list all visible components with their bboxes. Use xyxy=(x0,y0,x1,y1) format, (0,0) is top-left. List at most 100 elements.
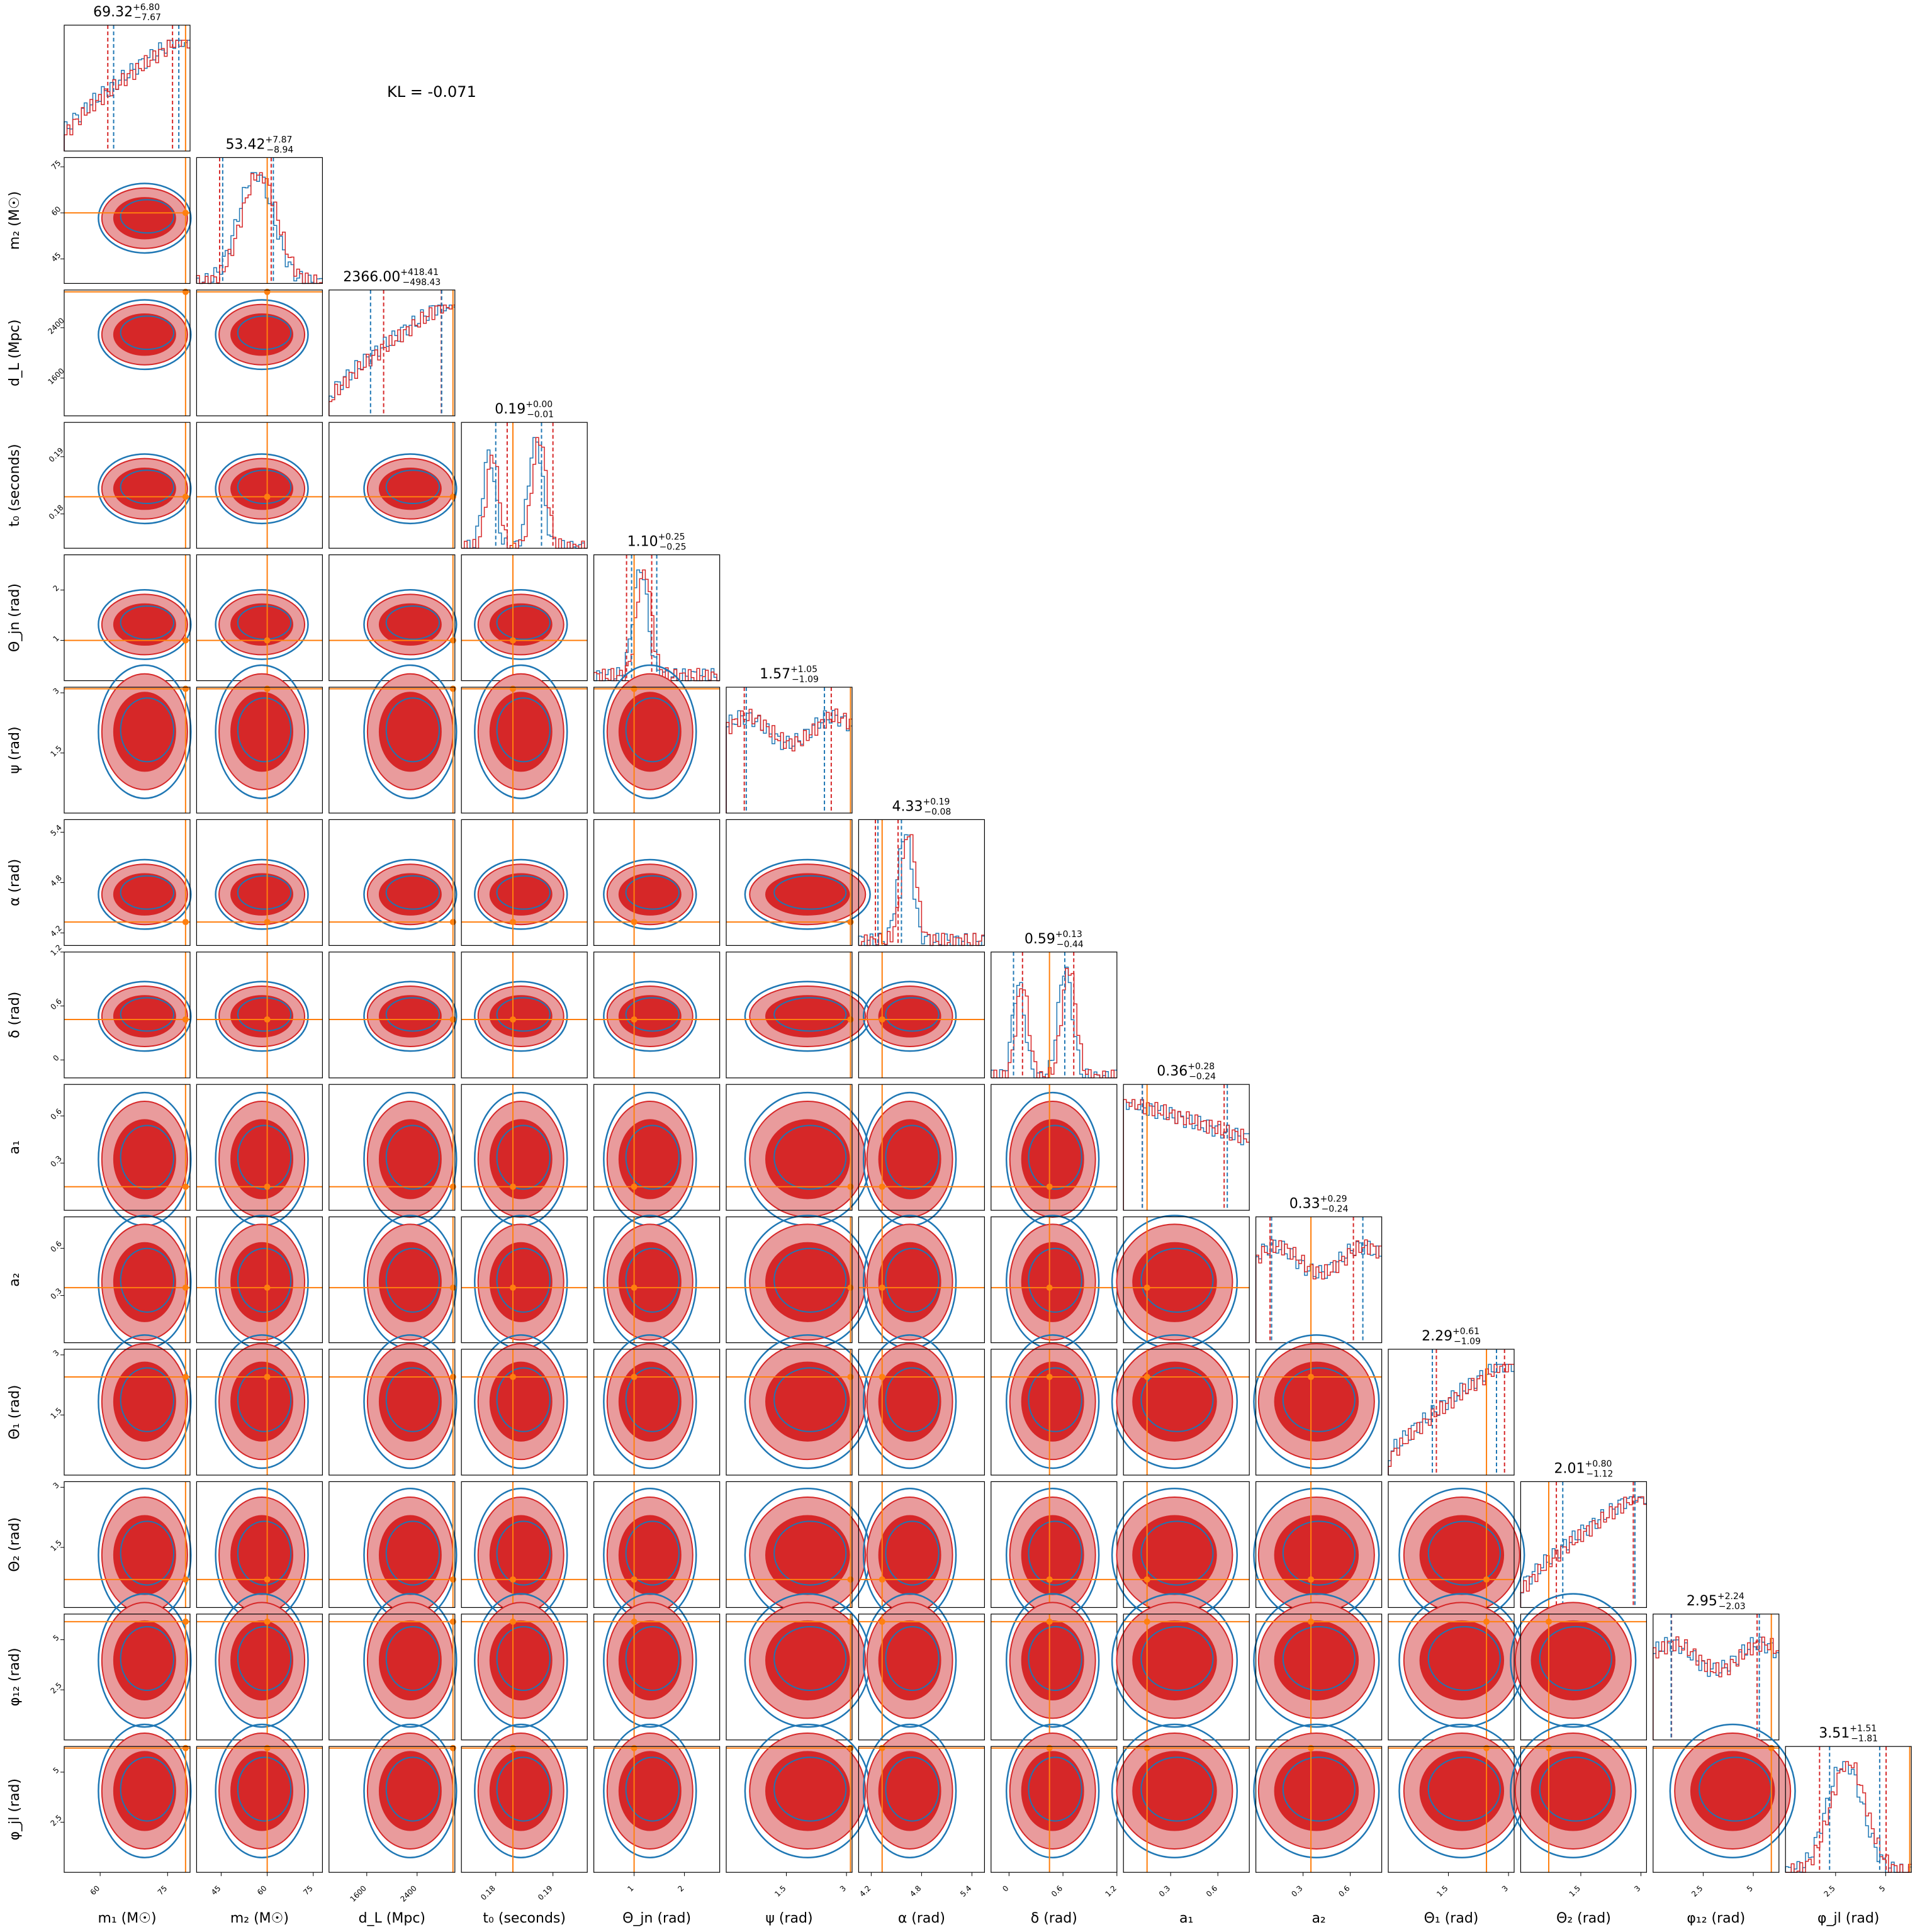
y-axis-label-theta2: Θ₂ (rad) xyxy=(7,1517,23,1572)
contour-red-inner xyxy=(231,1621,293,1700)
panel-dL-theta1 xyxy=(329,1335,457,1475)
contour-red-inner xyxy=(114,1751,176,1830)
contour-red-inner xyxy=(1022,1362,1084,1441)
panel-dL-dL xyxy=(329,290,455,416)
truth-point xyxy=(510,637,516,644)
panel-theta_jn-theta2 xyxy=(594,1481,720,1621)
contour-red-inner xyxy=(619,1243,681,1322)
contour-red-inner xyxy=(114,1515,176,1594)
y-tick-label-a2: 0.6 xyxy=(48,1239,63,1254)
panel-m2-a1 xyxy=(196,1084,322,1226)
y-axis-label-m2: m₂ (M☉) xyxy=(7,191,23,250)
contour-red-inner xyxy=(231,1243,293,1322)
panel-alpha-alpha xyxy=(858,819,984,945)
panel-t0-phi_jl xyxy=(461,1724,587,1876)
contour-red-inner xyxy=(490,1515,552,1594)
panel-delta-a2 xyxy=(991,1216,1117,1349)
hist-blue-m1 xyxy=(64,40,190,151)
panel-theta1-theta1 xyxy=(1388,1349,1514,1475)
truth-point xyxy=(631,686,637,692)
truth-point xyxy=(264,1745,271,1751)
x-tick-label-alpha: 4.8 xyxy=(908,1884,923,1898)
x-axis-label-psi: ψ (rad) xyxy=(765,1911,812,1926)
y-tick-label-dL: 2400 xyxy=(46,316,65,335)
contour-red-inner xyxy=(114,692,176,771)
hist-blue-dL xyxy=(329,305,455,416)
panel-delta-phi12 xyxy=(991,1594,1117,1740)
contour-red-inner xyxy=(1275,1515,1358,1594)
panel-a1-theta1 xyxy=(1112,1335,1249,1475)
panel-psi-alpha xyxy=(726,819,870,945)
panel-m1-a1 xyxy=(60,1084,191,1226)
panel-delta-a1 xyxy=(991,1084,1117,1226)
panel-m1-psi xyxy=(60,665,191,813)
x-axis-label-delta: δ (rad) xyxy=(1031,1911,1077,1926)
truth-point xyxy=(183,1016,189,1023)
contour-red-inner xyxy=(879,1243,941,1322)
truth-point xyxy=(510,1619,516,1625)
y-tick-label-t0: 0.19 xyxy=(47,446,65,464)
contour-red-inner xyxy=(231,692,293,771)
panel-t0-theta_jn xyxy=(461,555,587,681)
hist-title-t0: 0.19+0.00 −0.01 xyxy=(495,400,554,420)
contour-red-inner xyxy=(1133,1515,1216,1594)
y-tick-label-phi12: 5 xyxy=(52,1633,61,1643)
hist-title-alpha: 4.33+0.19 −0.08 xyxy=(892,797,952,817)
panel-psi-phi_jl xyxy=(726,1724,870,1876)
panel-phi12-phi_jl xyxy=(1653,1724,1795,1876)
panel-m1-phi_jl xyxy=(60,1724,191,1876)
panel-m2-delta xyxy=(196,952,322,1078)
y-axis-label-delta: δ (rad) xyxy=(7,992,23,1038)
contour-red-inner xyxy=(1275,1621,1358,1700)
x-axis-label-theta2: Θ₂ (rad) xyxy=(1556,1911,1611,1926)
y-tick-label-theta2: 3 xyxy=(52,1481,61,1490)
contour-red-inner xyxy=(1133,1621,1216,1700)
contour-red-inner xyxy=(379,1362,441,1441)
contour-red-inner xyxy=(231,1515,293,1594)
panel-m1-phi12 xyxy=(60,1594,191,1740)
y-tick-label-delta: 0.6 xyxy=(48,997,63,1011)
x-tick-label-m2: 75 xyxy=(301,1884,315,1897)
y-axis-label-alpha: α (rad) xyxy=(7,859,23,906)
panel-theta_jn-theta_jn xyxy=(594,555,720,681)
panel-delta-theta2 xyxy=(991,1481,1117,1621)
hist-title-phi_jl: 3.51+1.51 −1.81 xyxy=(1819,1724,1878,1744)
panel-dL-a1 xyxy=(329,1084,457,1226)
truth-point xyxy=(879,1016,885,1023)
x-tick-label-dL: 2400 xyxy=(398,1884,418,1903)
panel-theta_jn-phi_jl xyxy=(594,1724,720,1876)
contour-red-inner xyxy=(1022,1243,1084,1322)
panel-t0-alpha xyxy=(461,819,587,945)
panel-theta_jn-a2 xyxy=(594,1216,720,1349)
hist-red-delta xyxy=(991,969,1117,1078)
truth-point xyxy=(1546,1745,1552,1751)
panel-m2-m2 xyxy=(196,157,322,283)
panel-alpha-a1 xyxy=(858,1084,984,1226)
truth-point xyxy=(183,493,189,500)
panel-m2-theta2 xyxy=(196,1481,322,1621)
panel-frame xyxy=(64,25,190,151)
contour-red-inner xyxy=(231,1362,293,1441)
hist-title-m1: 69.32+6.80 −7.67 xyxy=(93,3,161,23)
panel-dL-a2 xyxy=(329,1216,457,1349)
truth-point xyxy=(631,1576,637,1583)
truth-point xyxy=(847,1745,853,1751)
panel-alpha-phi_jl xyxy=(858,1724,984,1876)
panel-a2-phi_jl xyxy=(1254,1724,1381,1876)
contour-red-inner xyxy=(619,1621,681,1700)
contour-red-inner xyxy=(1532,1751,1615,1830)
contour-red-inner xyxy=(879,1621,941,1700)
panel-theta_jn-theta1 xyxy=(594,1335,720,1475)
contour-red-inner xyxy=(879,1362,941,1441)
panel-a1-phi_jl xyxy=(1112,1724,1249,1876)
x-axis-label-theta1: Θ₁ (rad) xyxy=(1424,1911,1479,1926)
hist-blue-theta2 xyxy=(1520,1497,1646,1607)
x-tick-label-psi: 3 xyxy=(838,1884,848,1893)
hist-title-dL: 2366.00+418.41 −498.43 xyxy=(343,267,441,288)
x-tick-label-m1: 75 xyxy=(156,1884,169,1897)
x-tick-label-theta1: 1.5 xyxy=(1435,1884,1449,1898)
y-tick-label-t0: 0.18 xyxy=(47,503,65,521)
y-tick-label-theta2: 1.5 xyxy=(48,1538,63,1553)
truth-point xyxy=(264,1374,271,1380)
